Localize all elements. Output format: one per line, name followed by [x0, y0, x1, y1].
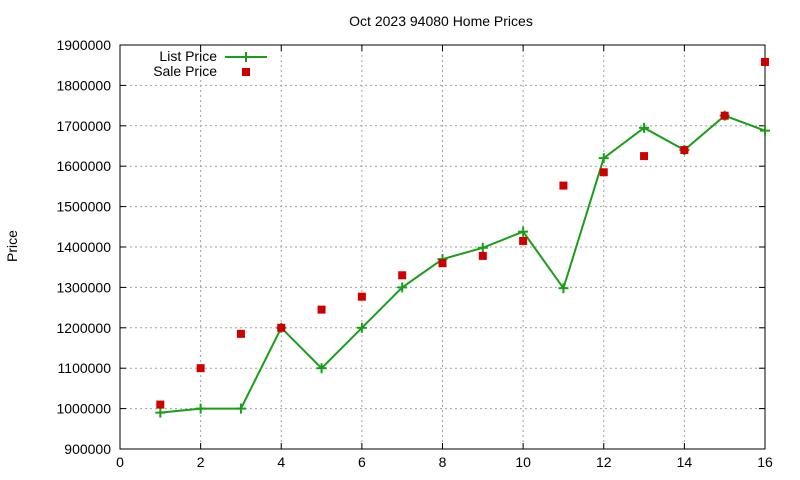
list-price-point [155, 407, 166, 418]
sale-price-point [196, 364, 205, 373]
sale-price-point [156, 400, 165, 409]
list-price-point [235, 403, 246, 414]
list-price-point [760, 125, 770, 136]
legend-label-list-price: List Price [159, 48, 217, 64]
x-tick-label: 16 [757, 454, 773, 470]
list-price-point [397, 282, 408, 293]
series [155, 57, 770, 418]
sale-price-point [680, 146, 689, 155]
y-tick-label: 1000000 [56, 401, 111, 417]
y-tick-label: 1700000 [56, 118, 111, 134]
plot-frame [119, 44, 766, 450]
x-tick-label: 8 [439, 454, 447, 470]
sale-price-point [478, 251, 487, 260]
axis-ticks: 0 2 4 6 8 10 12 14 16 900000 1000000 1100000 1200000… [56, 37, 773, 470]
sale-price-point [398, 271, 407, 280]
sale-price-point [438, 259, 447, 268]
list-price-point [558, 283, 569, 294]
list-price-point [195, 403, 206, 414]
sale-price-point [640, 152, 649, 161]
x-tick-label: 6 [358, 454, 366, 470]
legend-marker-list-price [241, 52, 251, 62]
y-tick-label: 1400000 [56, 239, 111, 255]
y-tick-label: 900000 [64, 441, 111, 457]
x-tick-label: 10 [515, 454, 531, 470]
legend-label-sale-price: Sale Price [153, 63, 217, 79]
y-tick-label: 1800000 [56, 77, 111, 93]
grid [120, 45, 765, 449]
sale-price-point [277, 323, 286, 332]
sale-price-point [317, 305, 326, 314]
y-tick-label: 1500000 [56, 199, 111, 215]
list-price-line [160, 114, 766, 414]
list-price-point [316, 363, 327, 374]
sale-price-point [357, 292, 366, 301]
list-price-point [639, 122, 650, 133]
sale-price-point [599, 168, 608, 177]
list-price-point [598, 153, 609, 164]
y-tick-label: 1900000 [56, 37, 111, 53]
y-tick-label: 1300000 [56, 279, 111, 295]
chart-title: Oct 2023 94080 Home Prices [349, 13, 533, 29]
x-tick-label: 0 [116, 454, 124, 470]
list-price-point [356, 322, 367, 333]
x-tick-label: 2 [197, 454, 205, 470]
x-tick-label: 12 [596, 454, 612, 470]
x-tick-label: 4 [277, 454, 285, 470]
sale-price-point [761, 57, 769, 66]
sale-price-point [519, 236, 528, 245]
list-price-point [518, 226, 529, 237]
list-price-point [477, 242, 488, 253]
y-tick-label: 1600000 [56, 158, 111, 174]
x-tick-label: 14 [677, 454, 693, 470]
y-tick-label: 1100000 [58, 360, 112, 376]
legend-marker-sale-price [242, 68, 250, 76]
sale-price-point [236, 329, 245, 338]
sale-price-point [720, 111, 729, 120]
y-tick-label: 1200000 [56, 320, 111, 336]
y-axis-label: Price [4, 230, 20, 262]
sale-price-point [559, 181, 568, 190]
